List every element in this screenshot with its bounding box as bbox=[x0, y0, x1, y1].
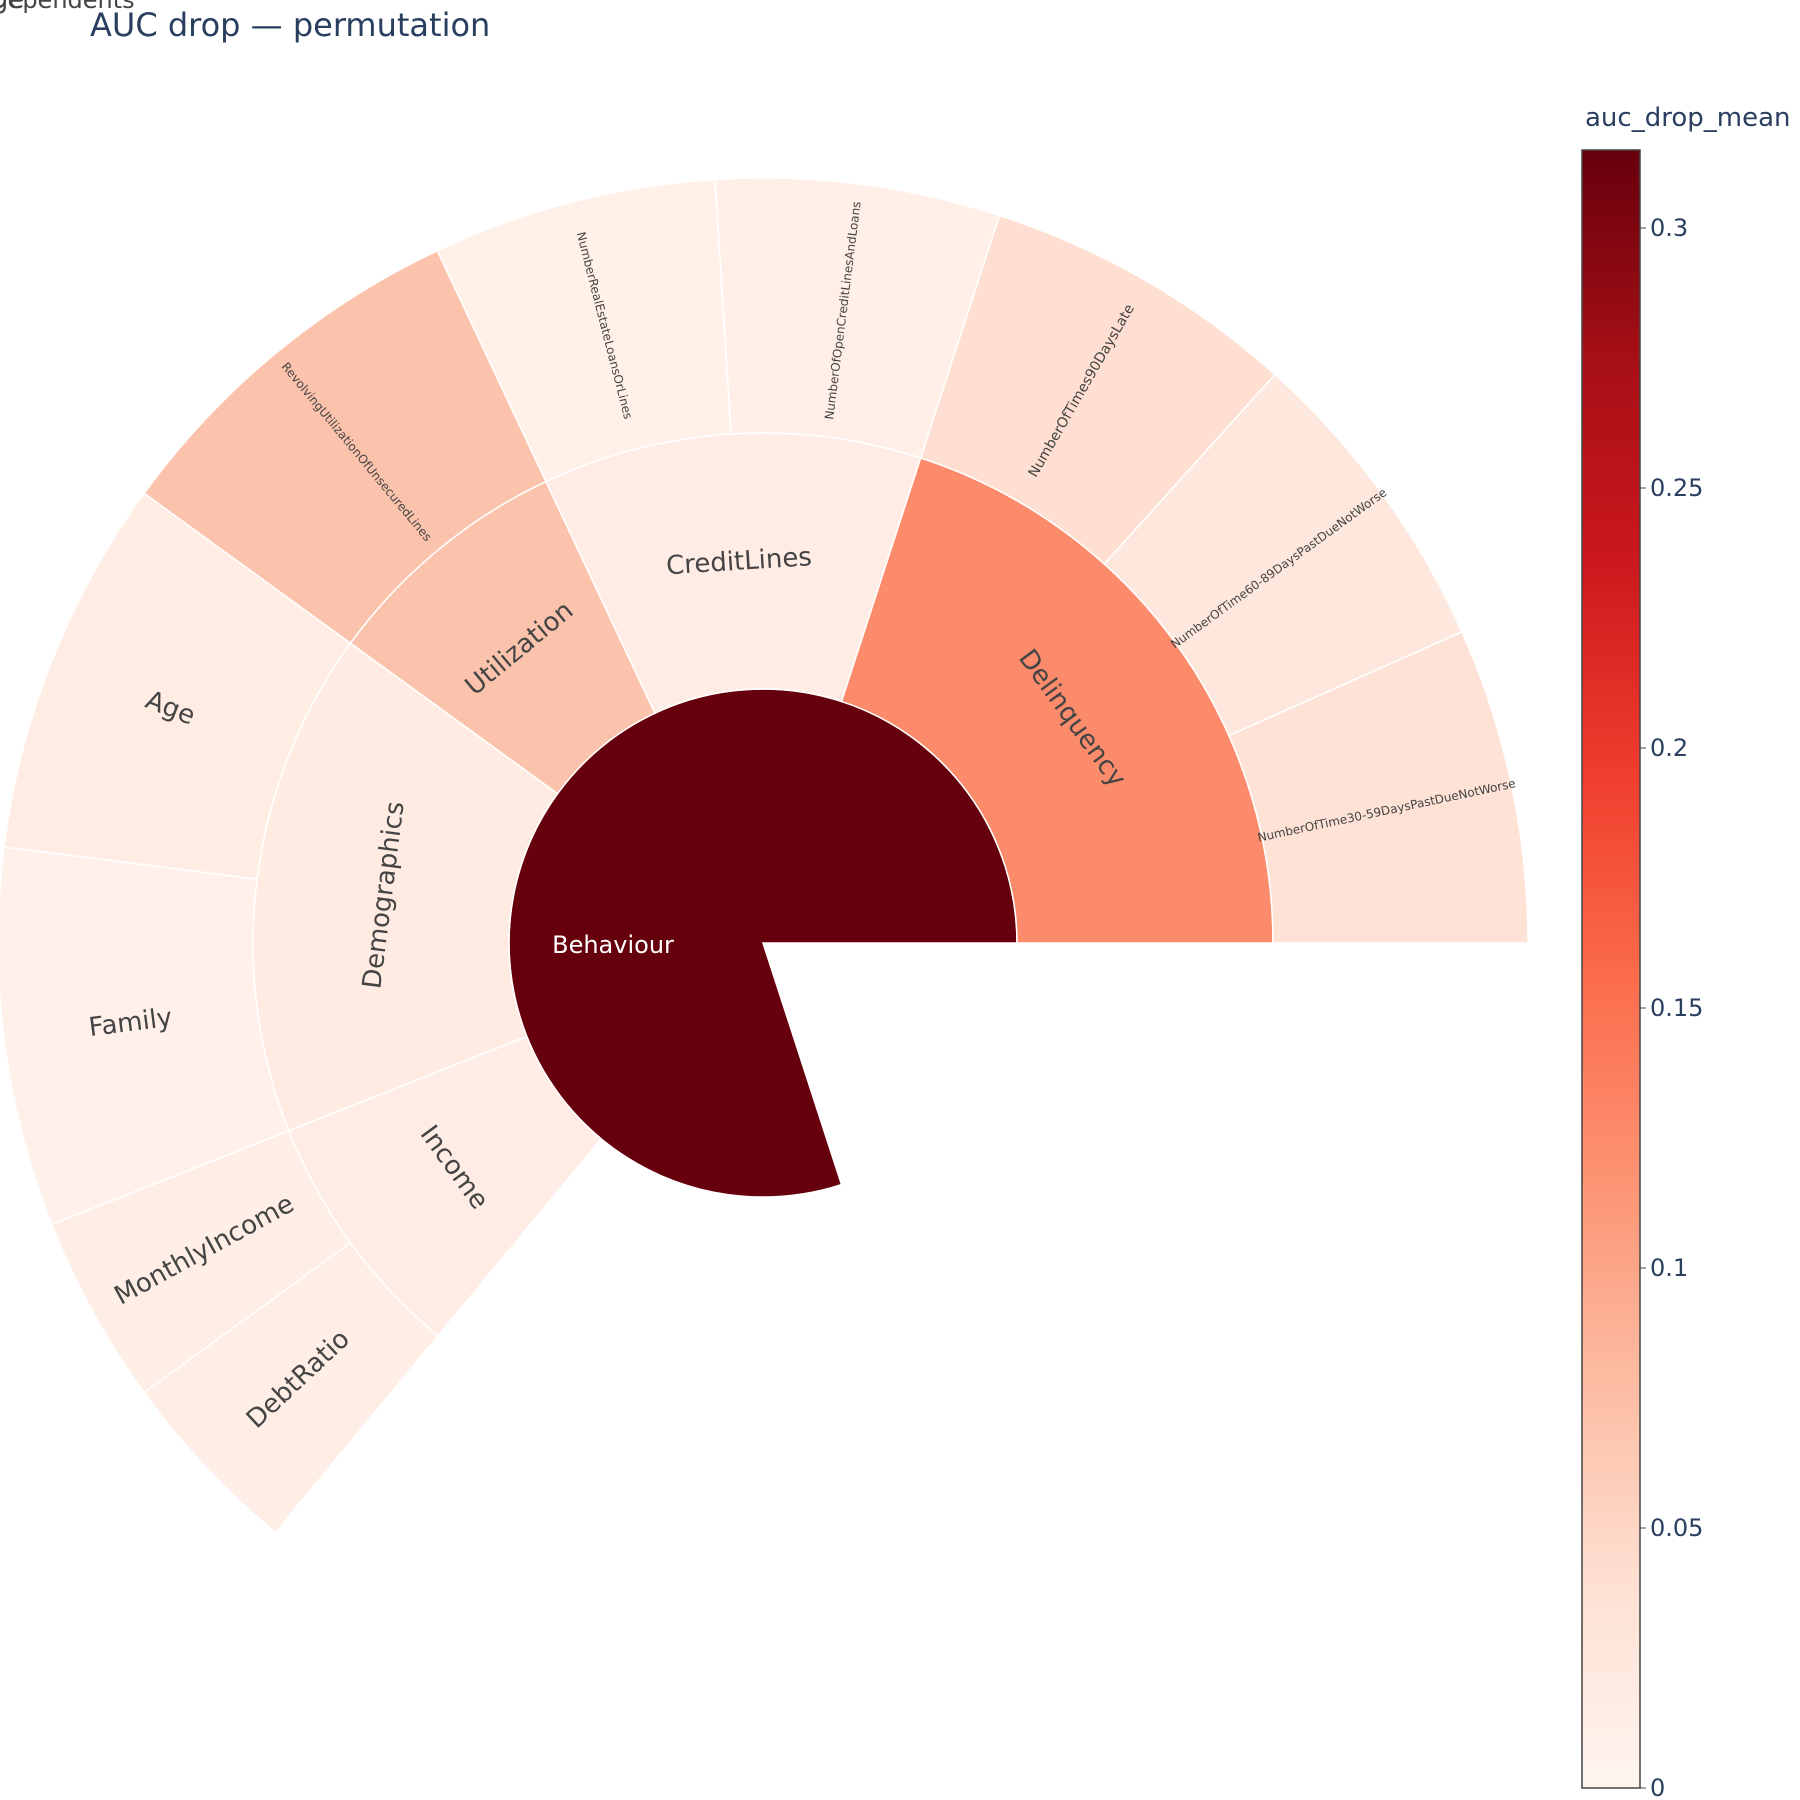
sunburst-label-numberofdependents: NumberOfDependents bbox=[0, 0, 135, 14]
colorbar-tick-label: 0.25 bbox=[1650, 474, 1703, 502]
sunburst-segment-family[interactable] bbox=[0, 846, 290, 1226]
colorbar-tick-label: 0.2 bbox=[1650, 734, 1688, 762]
sunburst-label-behaviour: Behaviour bbox=[552, 931, 674, 959]
sunburst-segments bbox=[0, 177, 1529, 1534]
colorbar-title: auc_drop_mean bbox=[1585, 103, 1790, 133]
chart-title: AUC drop — permutation bbox=[90, 6, 491, 44]
sunburst-segment-revolvingutilizationofunsecuredlines[interactable] bbox=[143, 249, 547, 645]
sunburst-segment-numberoftimes90dayslate[interactable] bbox=[919, 214, 1276, 566]
colorbar-gradient bbox=[1581, 149, 1641, 1789]
sunburst-label-age: age bbox=[0, 0, 24, 15]
sunburst-segment-age[interactable] bbox=[3, 492, 352, 880]
sunburst-segment-debtratio[interactable] bbox=[143, 1241, 439, 1534]
colorbar-tick-label: 0.3 bbox=[1650, 214, 1688, 242]
sunburst-segment-numberoftime30-59dayspastduenotworse[interactable] bbox=[1227, 630, 1529, 944]
colorbar-tick-label: 0 bbox=[1650, 1774, 1665, 1800]
sunburst-segment-monthlyincome[interactable] bbox=[50, 1129, 352, 1394]
colorbar-tick-label: 0.15 bbox=[1650, 994, 1703, 1022]
colorbar-ticks: 0 0.05 0.1 0.15 0.2 0.25 0.3 bbox=[1640, 214, 1703, 1800]
colorbar-tick-label: 0.1 bbox=[1650, 1254, 1688, 1282]
colorbar-tick-label: 0.05 bbox=[1650, 1514, 1703, 1542]
colorbar: auc_drop_mean 0 0.05 0.1 0.15 0.2 0.25 0.3 bbox=[1581, 103, 1790, 1800]
sunburst-segment-numberofopencreditlinesandloans[interactable] bbox=[714, 177, 1001, 459]
